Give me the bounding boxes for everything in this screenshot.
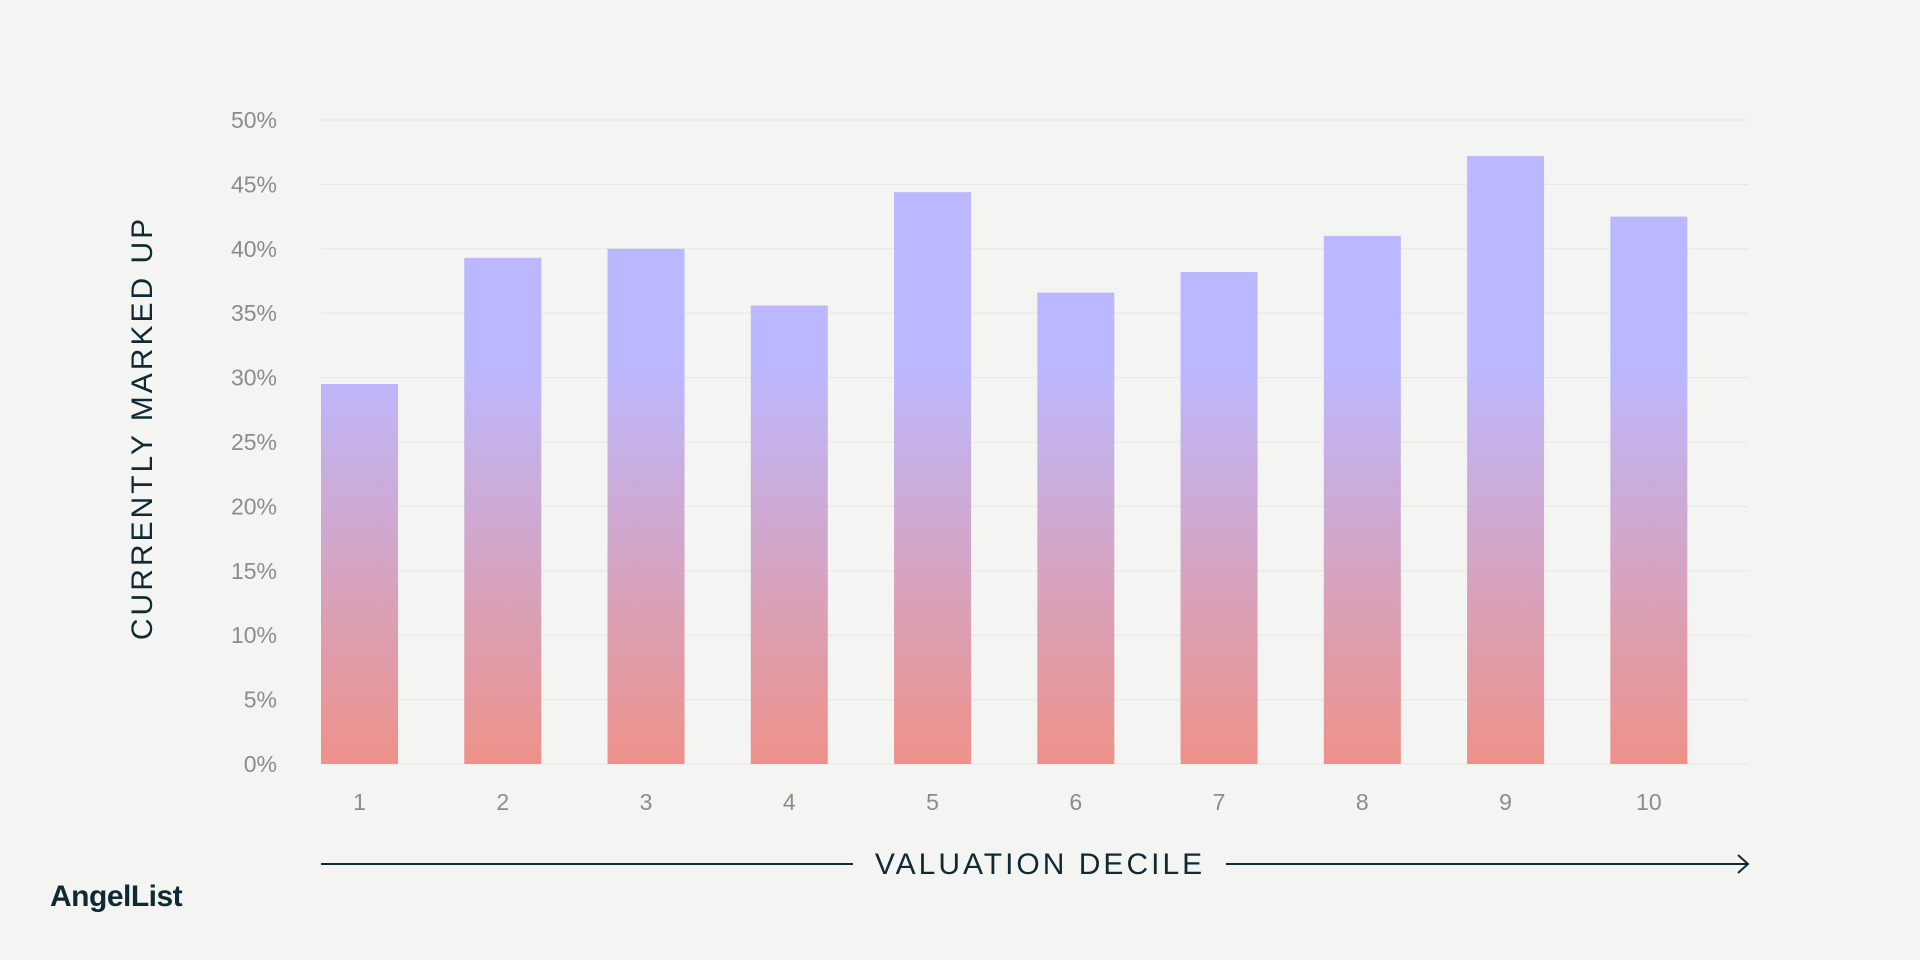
y-axis-ticks: 0% 5% 10% 15% 20% 25% 30% 35% 40% 45% 50% — [231, 107, 277, 777]
y-tick-label: 15% — [231, 558, 277, 584]
y-tick-label: 5% — [244, 687, 277, 713]
x-tick-label: 7 — [1213, 789, 1226, 815]
y-tick-label: 50% — [231, 107, 277, 133]
bar-decile-4 — [750, 305, 828, 764]
y-tick-label: 30% — [231, 365, 277, 391]
y-tick-label: 40% — [231, 236, 277, 262]
x-axis-ticks: 1 2 3 4 5 6 7 8 9 10 — [353, 789, 1662, 815]
arrow-head-icon — [1737, 854, 1750, 874]
y-tick-label: 45% — [231, 171, 277, 197]
bar-decile-9 — [1467, 156, 1545, 765]
y-tick-label: 0% — [244, 751, 277, 777]
x-tick-label: 1 — [353, 789, 366, 815]
x-tick-label: 4 — [783, 789, 796, 815]
x-axis-title: VALUATION DECILE — [875, 848, 1205, 881]
bar-decile-3 — [607, 248, 685, 765]
x-tick-label: 2 — [496, 789, 509, 815]
y-tick-label: 35% — [231, 300, 277, 326]
angellist-logo: AngelList — [50, 880, 183, 913]
bar-decile-5 — [894, 192, 972, 765]
x-tick-label: 6 — [1069, 789, 1082, 815]
bar-decile-7 — [1180, 271, 1258, 764]
x-tick-label: 10 — [1636, 789, 1662, 815]
bar-decile-8 — [1323, 235, 1401, 765]
y-tick-label: 10% — [231, 622, 277, 648]
y-tick-label: 20% — [231, 493, 277, 519]
x-axis-title-group: VALUATION DECILE — [321, 848, 1750, 881]
x-tick-label: 3 — [640, 789, 653, 815]
bar-decile-6 — [1037, 292, 1115, 764]
x-tick-label: 5 — [926, 789, 939, 815]
y-tick-label: 25% — [231, 429, 277, 455]
x-tick-label: 9 — [1499, 789, 1512, 815]
bar-decile-10 — [1610, 216, 1688, 765]
y-axis-title: CURRENTLY MARKED UP — [126, 216, 159, 640]
bars — [321, 156, 1688, 765]
bar-decile-2 — [464, 257, 542, 764]
bar-decile-1 — [321, 384, 398, 764]
x-tick-label: 8 — [1356, 789, 1369, 815]
